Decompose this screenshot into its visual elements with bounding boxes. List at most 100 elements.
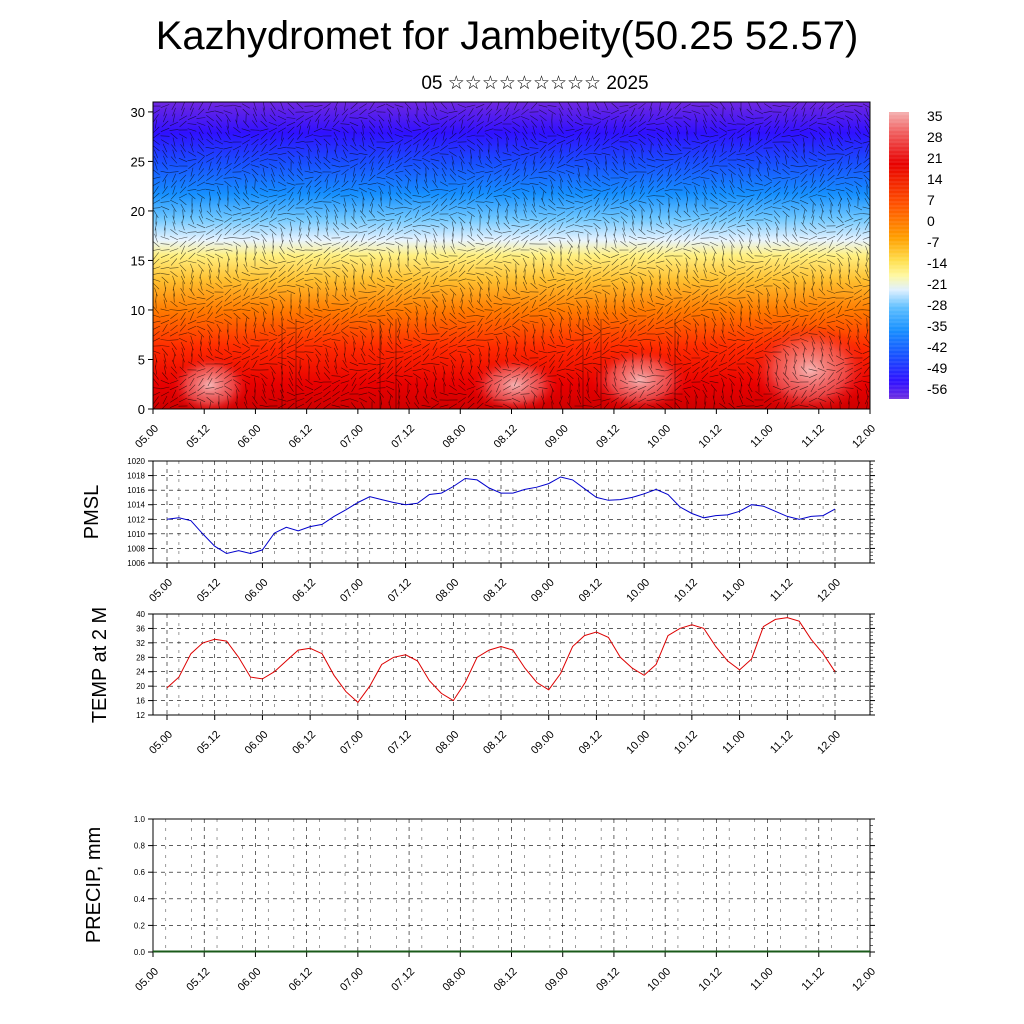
- temp-y-axis: 12 16 20 24 28 32 36 40: [136, 610, 875, 720]
- chart-title: Kazhydromet for Jambeity(50.25 52.57): [155, 14, 859, 58]
- heatmap-x-tick-label: 07.12: [389, 423, 417, 451]
- x-tick-label: 11.00: [748, 966, 775, 993]
- x-tick-label: 10.12: [672, 577, 700, 605]
- precip-grid: [152, 819, 871, 952]
- x-tick-label: 06.12: [290, 729, 318, 757]
- heatmap-panel: 0 5 10 15 20 25 30 05.00 05.12 06.00 06.12 07.00 07…: [131, 101, 878, 451]
- colorbar-label: -35: [927, 318, 947, 334]
- y-tick-label: 36: [136, 624, 145, 633]
- precip-y-axis: 0.0 0.2 0.4 0.6 0.8 1.0: [134, 815, 875, 957]
- colorbar-label: 21: [927, 150, 943, 166]
- temp-grid: [153, 614, 870, 715]
- pmsl-grid: [153, 461, 870, 563]
- x-tick-label: 05.00: [147, 577, 175, 605]
- heatmap-x-tick-label: 06.12: [287, 423, 315, 451]
- x-tick-label: 07.00: [338, 729, 366, 757]
- x-tick-label: 11.00: [720, 577, 747, 604]
- x-tick-label: 08.00: [433, 729, 461, 757]
- x-tick-label: 11.12: [768, 577, 795, 604]
- heatmap-x-tick-label: 10.12: [697, 423, 725, 451]
- temp-x-axis: 05.00 05.12 06.00 06.12 07.00 07.12 08.00 08.12…: [147, 715, 843, 757]
- heatmap-x-tick-label: 05.00: [133, 423, 161, 451]
- warm-core-2: [470, 357, 560, 409]
- y-tick-label: 20: [136, 682, 145, 691]
- pmsl-y-axis: 1006 1008 1010 1012 1014 1016 1018 1020: [127, 457, 875, 568]
- x-tick-label: 08.00: [433, 577, 461, 605]
- x-tick-label: 05.00: [147, 729, 175, 757]
- x-tick-label: 05.12: [195, 729, 223, 757]
- x-tick-label: 05.12: [195, 577, 223, 605]
- colorbar-label: -7: [927, 234, 940, 250]
- x-tick-label: 06.00: [236, 966, 264, 994]
- heatmap-y-axis: 0 5 10 15 20 25 30: [131, 105, 153, 417]
- x-tick-label: 09.00: [529, 577, 557, 605]
- temp-panel: 12 16 20 24 28 32 36 40 05.00 05.12 06.00 06.12 07.…: [89, 607, 875, 757]
- y-tick-label: 1006: [127, 559, 145, 568]
- heatmap-x-tick-label: 09.12: [594, 423, 622, 451]
- y-tick-label: 24: [136, 668, 145, 677]
- colorbar-label: -49: [927, 360, 947, 376]
- x-tick-label: 08.12: [481, 729, 509, 757]
- pmsl-frame: [152, 460, 871, 564]
- y-tick-label: 0.0: [134, 948, 146, 957]
- colorbar-label: -42: [927, 339, 947, 355]
- wind-barbs: [153, 102, 870, 409]
- x-tick-label: 12.00: [815, 729, 843, 757]
- y-tick-label: 16: [136, 697, 145, 706]
- heatmap-y-tick-label: 5: [138, 352, 145, 367]
- heatmap-y-tick-label: 25: [131, 154, 145, 169]
- colorbar-label: 0: [927, 213, 935, 229]
- temp-series-line: [166, 617, 836, 704]
- colorbar-label: 28: [927, 129, 943, 145]
- x-tick-label: 11.12: [800, 966, 827, 993]
- y-tick-label: 28: [136, 653, 145, 662]
- x-tick-label: 06.12: [287, 966, 315, 994]
- heatmap-x-tick-label: 10.00: [645, 423, 673, 451]
- y-tick-label: 32: [136, 639, 145, 648]
- x-tick-label: 11.12: [768, 729, 795, 756]
- y-tick-label: 40: [136, 610, 145, 619]
- x-tick-label: 11.00: [720, 729, 747, 756]
- x-tick-label: 05.12: [184, 966, 212, 994]
- heatmap-x-tick-label: 09.00: [543, 423, 571, 451]
- y-tick-label: 1012: [127, 515, 145, 524]
- heatmap-x-axis: 05.00 05.12 06.00 06.12 07.00 07.12 08.00 08.12…: [133, 409, 878, 451]
- colorbar-label: 14: [927, 171, 943, 187]
- x-tick-label: 12.00: [850, 966, 878, 994]
- heatmap-x-tick-label: 11.00: [748, 423, 775, 450]
- temp-y-label: TEMP at 2 M: [89, 607, 111, 723]
- y-tick-label: 1018: [127, 472, 145, 481]
- x-tick-label: 10.00: [624, 577, 652, 605]
- colorbar-bands: [889, 113, 909, 399]
- y-tick-label: 1010: [127, 530, 145, 539]
- x-tick-label: 07.00: [338, 577, 366, 605]
- x-tick-label: 08.12: [492, 966, 520, 994]
- x-tick-label: 05.00: [133, 966, 161, 994]
- heatmap-x-tick-label: 05.12: [184, 423, 212, 451]
- x-tick-label: 07.12: [386, 729, 414, 757]
- pmsl-y-label: PMSL: [81, 485, 103, 539]
- colorbar-label: 7: [927, 192, 935, 208]
- x-tick-label: 12.00: [815, 577, 843, 605]
- x-tick-label: 09.12: [594, 966, 622, 994]
- x-tick-label: 06.12: [290, 577, 318, 605]
- x-tick-label: 10.12: [697, 966, 725, 994]
- x-tick-label: 10.00: [645, 966, 673, 994]
- pmsl-series-line: [166, 476, 836, 555]
- x-tick-label: 09.12: [577, 577, 605, 605]
- x-tick-label: 07.12: [386, 577, 414, 605]
- pmsl-x-axis: 05.00 05.12 06.00 06.12 07.00 07.12 08.00 08.12…: [147, 563, 843, 605]
- y-tick-label: 0.4: [134, 895, 146, 904]
- precip-y-label: PRECIP, mm: [83, 827, 105, 943]
- colorbar-label: -56: [927, 381, 947, 397]
- colorbar-label: -21: [927, 276, 947, 292]
- precip-panel: 0.00.20.40.60.81.0 05.00 05.12 06.00 06.12 0…: [83, 815, 878, 994]
- heatmap-x-tick-label: 06.00: [236, 423, 264, 451]
- colorbar-fill: [889, 112, 909, 399]
- y-tick-label: 0.8: [134, 842, 146, 851]
- x-tick-label: 09.00: [543, 966, 571, 994]
- x-tick-label: 06.00: [243, 729, 271, 757]
- x-tick-label: 08.12: [481, 577, 509, 605]
- heatmap-y-tick-label: 20: [131, 204, 145, 219]
